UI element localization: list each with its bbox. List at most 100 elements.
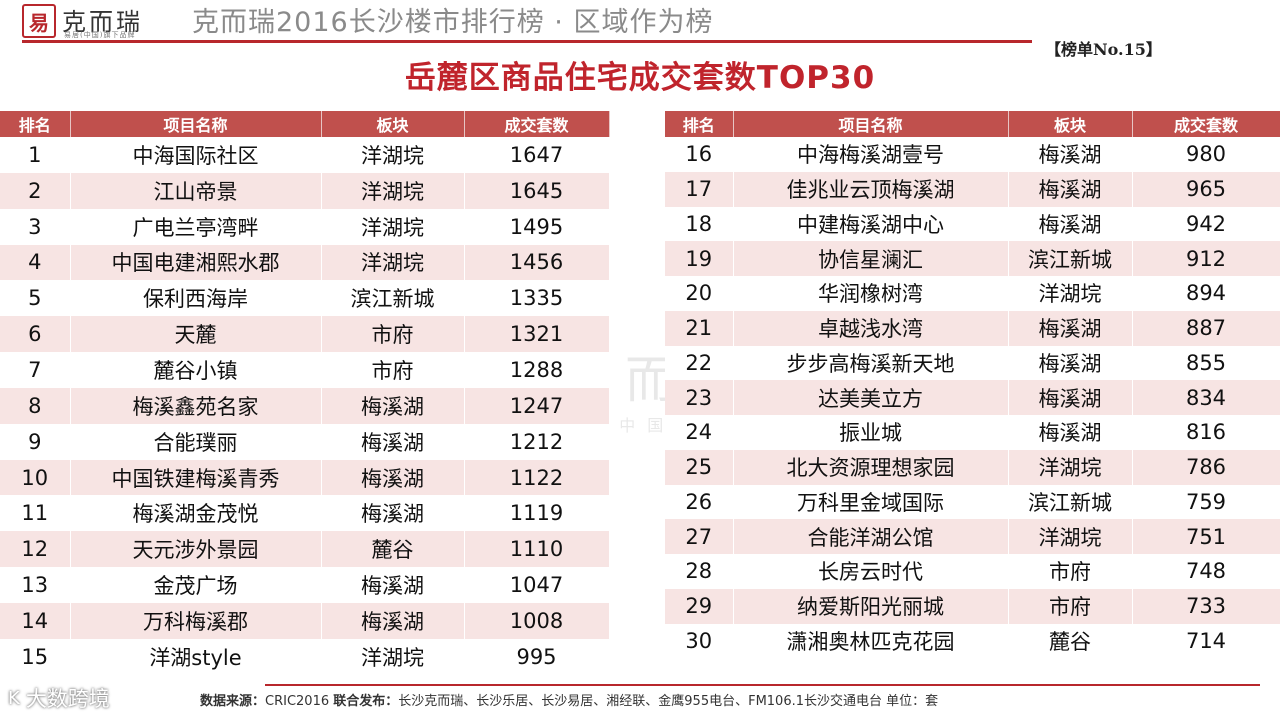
cell-sector: 滨江新城 bbox=[1008, 484, 1133, 520]
cell-rank: 17 bbox=[665, 171, 734, 207]
cell-sales-count: 912 bbox=[1132, 241, 1280, 276]
source-label: 数据来源： bbox=[200, 694, 266, 709]
cell-sector: 梅溪湖 bbox=[1008, 206, 1133, 242]
cell-rank: 8 bbox=[0, 387, 71, 424]
cell-sales-count: 1288 bbox=[464, 352, 610, 388]
cell-rank: 16 bbox=[665, 137, 734, 172]
table-row: 3 广电兰亭湾畔 洋湖垸 1495 bbox=[0, 208, 610, 245]
cell-project-name: 佳兆业云顶梅溪湖 bbox=[733, 171, 1009, 207]
cell-project-name: 中国电建湘熙水郡 bbox=[70, 244, 322, 281]
cell-sector: 麓谷 bbox=[1008, 623, 1133, 659]
logo-text: 克而瑞 bbox=[62, 8, 143, 36]
cell-sector: 梅溪湖 bbox=[321, 387, 465, 424]
cell-sales-count: 748 bbox=[1132, 554, 1280, 589]
cell-rank: 7 bbox=[0, 352, 71, 388]
cell-sector: 洋湖垸 bbox=[321, 137, 465, 173]
table-row: 8 梅溪鑫苑名家 梅溪湖 1247 bbox=[0, 387, 610, 424]
cell-sector: 梅溪湖 bbox=[1008, 415, 1133, 450]
cell-rank: 11 bbox=[0, 495, 71, 532]
cell-sector: 梅溪湖 bbox=[321, 423, 465, 460]
cell-project-name: 纳爱斯阳光丽城 bbox=[733, 588, 1009, 624]
cell-rank: 12 bbox=[0, 531, 71, 568]
cell-sector: 滨江新城 bbox=[1008, 241, 1133, 276]
header-sales-count: 成交套数 bbox=[1132, 111, 1280, 137]
table-row: 16 中海梅溪湖壹号 梅溪湖 980 bbox=[665, 137, 1280, 172]
footer-divider bbox=[265, 684, 1260, 686]
cell-sales-count: 1119 bbox=[464, 495, 610, 532]
brand-watermark: K 大数跨境 bbox=[8, 683, 110, 713]
cell-rank: 5 bbox=[0, 280, 71, 317]
cell-project-name: 卓越浅水湾 bbox=[733, 310, 1009, 346]
cell-sales-count: 942 bbox=[1132, 206, 1280, 242]
table-row: 12 天元涉外景园 麓谷 1110 bbox=[0, 531, 610, 568]
cell-sales-count: 733 bbox=[1132, 588, 1280, 624]
header: 易 克而瑞 易居(中国)旗下品牌 克而瑞2016长沙楼市排行榜 · 区域作为榜 … bbox=[0, 0, 1280, 59]
cell-rank: 15 bbox=[0, 638, 71, 675]
cell-project-name: 中建梅溪湖中心 bbox=[733, 206, 1009, 242]
table-row: 7 麓谷小镇 市府 1288 bbox=[0, 352, 610, 388]
cell-rank: 23 bbox=[665, 380, 734, 415]
cell-sector: 市府 bbox=[1008, 554, 1133, 589]
table-header-row: 排名 项目名称 板块 成交套数 bbox=[665, 111, 1280, 137]
cell-sector: 洋湖垸 bbox=[1008, 276, 1133, 311]
cell-project-name: 天麓 bbox=[70, 316, 322, 353]
cell-rank: 27 bbox=[665, 519, 734, 554]
cell-sector: 梅溪湖 bbox=[1008, 137, 1133, 172]
header-title: 克而瑞2016长沙楼市排行榜 · 区域作为榜 bbox=[192, 7, 714, 38]
cell-rank: 2 bbox=[0, 172, 71, 209]
cell-rank: 4 bbox=[0, 244, 71, 281]
list-number-tag: 【榜单No.15】 bbox=[1045, 40, 1162, 59]
table-body-left: 1 中海国际社区 洋湖垸 1647 2 江山帝景 洋湖垸 1645 3 广电兰亭湾畔 洋湖垸 1495… bbox=[0, 137, 610, 675]
cell-sales-count: 1647 bbox=[464, 137, 610, 173]
ranking-table-right: 排名 项目名称 板块 成交套数 16 中海梅溪湖壹号 梅溪湖 980 17 佳兆业云顶梅溪… bbox=[665, 111, 1280, 659]
cell-sales-count: 965 bbox=[1132, 171, 1280, 207]
cell-sales-count: 1110 bbox=[464, 531, 610, 568]
cell-project-name: 振业城 bbox=[733, 415, 1009, 450]
table-row: 5 保利西海岸 滨江新城 1335 bbox=[0, 280, 610, 317]
cell-sales-count: 759 bbox=[1132, 484, 1280, 520]
cell-rank: 26 bbox=[665, 484, 734, 520]
table-row: 27 合能洋湖公馆 洋湖垸 751 bbox=[665, 519, 1280, 554]
table-row: 15 洋湖style 洋湖垸 995 bbox=[0, 638, 610, 675]
cell-rank: 19 bbox=[665, 241, 734, 276]
cell-sector: 洋湖垸 bbox=[1008, 519, 1133, 554]
cell-project-name: 梅溪鑫苑名家 bbox=[70, 387, 322, 424]
table-row: 19 协信星澜汇 滨江新城 912 bbox=[665, 241, 1280, 276]
cell-rank: 28 bbox=[665, 554, 734, 589]
cell-sector: 滨江新城 bbox=[321, 280, 465, 317]
cell-rank: 1 bbox=[0, 137, 71, 173]
cell-sales-count: 887 bbox=[1132, 310, 1280, 346]
cell-project-name: 长房云时代 bbox=[733, 554, 1009, 589]
table-row: 25 北大资源理想家园 洋湖垸 786 bbox=[665, 449, 1280, 485]
publishers-value: 长沙克而瑞、长沙乐居、长沙易居、湘经联、金鹰955电台、FM106.1长沙交通电… bbox=[398, 694, 883, 709]
table-body-right: 16 中海梅溪湖壹号 梅溪湖 980 17 佳兆业云顶梅溪湖 梅溪湖 965 18 中建梅溪湖中心… bbox=[665, 137, 1280, 659]
cell-project-name: 江山帝景 bbox=[70, 172, 322, 209]
cell-sales-count: 1008 bbox=[464, 602, 610, 639]
header-sector: 板块 bbox=[1008, 111, 1133, 137]
cell-sector: 梅溪湖 bbox=[1008, 380, 1133, 415]
cell-sector: 梅溪湖 bbox=[321, 567, 465, 603]
cell-sector: 梅溪湖 bbox=[1008, 171, 1133, 207]
cell-rank: 3 bbox=[0, 208, 71, 245]
table-row: 1 中海国际社区 洋湖垸 1647 bbox=[0, 137, 610, 173]
cell-project-name: 万科里金域国际 bbox=[733, 484, 1009, 520]
cell-sales-count: 1047 bbox=[464, 567, 610, 603]
cell-sales-count: 816 bbox=[1132, 415, 1280, 450]
cell-project-name: 天元涉外景园 bbox=[70, 531, 322, 568]
table-row: 11 梅溪湖金茂悦 梅溪湖 1119 bbox=[0, 495, 610, 532]
logo-icon: 易 bbox=[22, 4, 56, 38]
table-row: 24 振业城 梅溪湖 816 bbox=[665, 415, 1280, 450]
cell-sector: 梅溪湖 bbox=[321, 495, 465, 532]
cell-sales-count: 834 bbox=[1132, 380, 1280, 415]
cell-sales-count: 751 bbox=[1132, 519, 1280, 554]
table-row: 29 纳爱斯阳光丽城 市府 733 bbox=[665, 588, 1280, 624]
cell-sales-count: 1321 bbox=[464, 316, 610, 353]
table-row: 10 中国铁建梅溪青秀 梅溪湖 1122 bbox=[0, 459, 610, 496]
table-row: 18 中建梅溪湖中心 梅溪湖 942 bbox=[665, 206, 1280, 242]
cell-project-name: 达美美立方 bbox=[733, 380, 1009, 415]
header-rank: 排名 bbox=[0, 111, 71, 137]
logo-subtitle: 易居(中国)旗下品牌 bbox=[64, 31, 136, 39]
cell-rank: 10 bbox=[0, 459, 71, 496]
cell-rank: 6 bbox=[0, 316, 71, 353]
cell-sales-count: 714 bbox=[1132, 623, 1280, 659]
